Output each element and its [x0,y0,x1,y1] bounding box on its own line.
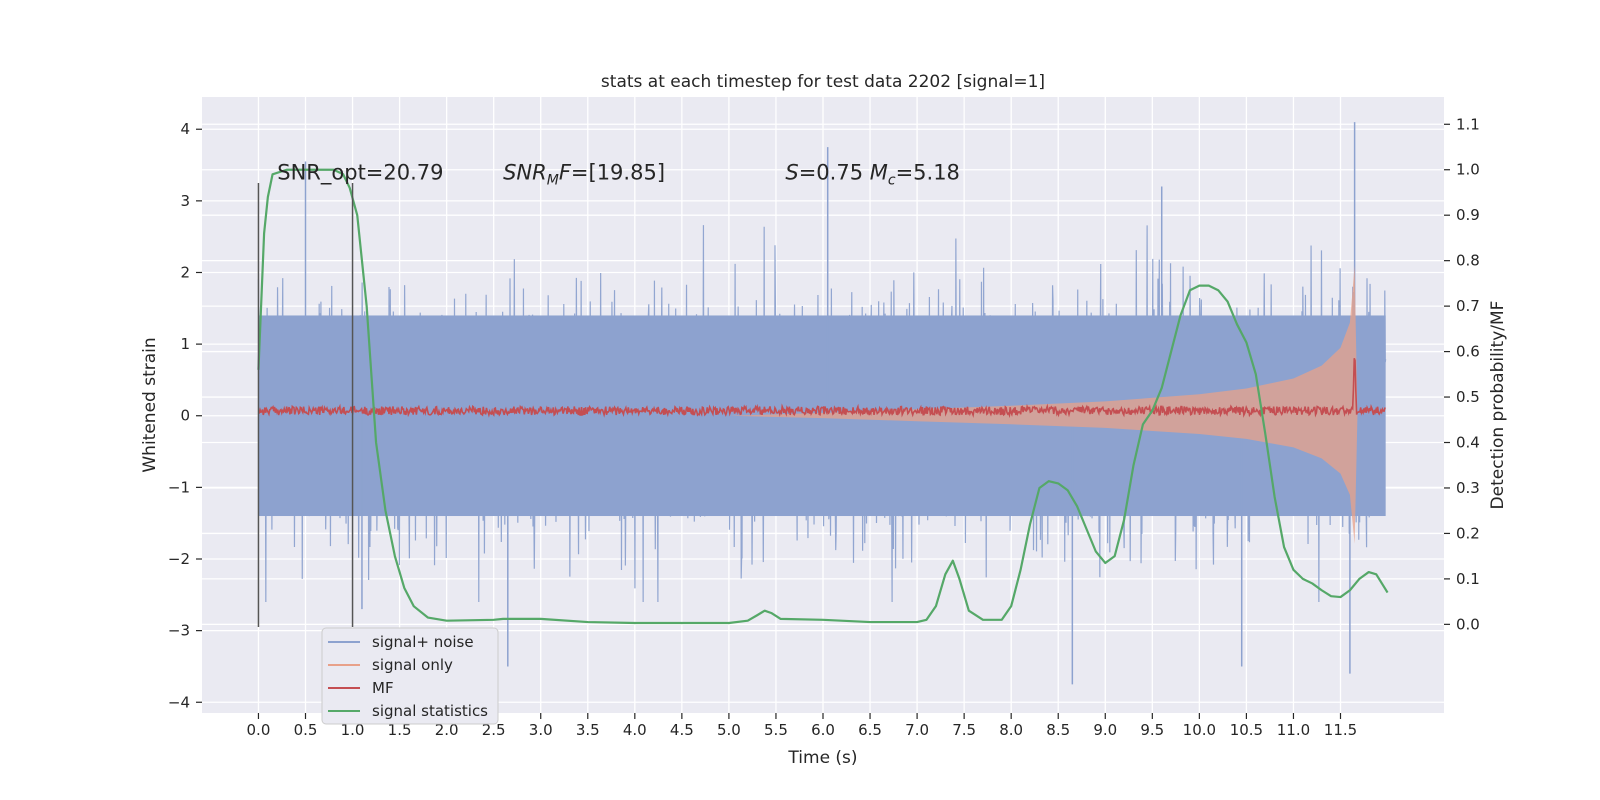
left-y-axis-ticks: 4 3 2 1 0 −1 −2 −3 −4 [168,120,202,711]
series-layer [257,122,1389,685]
legend-box [321,627,499,725]
annotation-text: SNR_opt=20.79 [277,160,443,185]
right-y-axis-label: Detection probability/MF [1488,301,1508,510]
x-tick-label: 6.5 [858,721,882,739]
x-tick-label: 10.0 [1183,721,1216,739]
legend-label: MF [372,679,394,697]
left-y-tick-label: 2 [180,263,190,281]
right-y-tick-label: 0.4 [1456,434,1480,452]
x-tick-label: 7.0 [905,721,929,739]
x-tick-label: 5.5 [764,721,788,739]
x-tick-label: 9.5 [1140,721,1164,739]
x-tick-label: 5.0 [717,721,741,739]
legend-label: signal+ noise [372,633,474,651]
legend-label: signal only [372,656,453,674]
right-y-tick-label: 0.5 [1456,388,1480,406]
legend-label: signal statistics [372,702,488,720]
signal-statistics-line [257,168,1389,625]
x-tick-label: 2.5 [482,721,506,739]
right-y-tick-label: 0.0 [1456,615,1480,633]
right-y-tick-label: 0.9 [1456,206,1480,224]
left-y-tick-label: 0 [180,407,190,425]
right-y-tick-label: 0.2 [1456,524,1480,542]
x-tick-label: 3.5 [576,721,600,739]
signal-only-envelope [728,265,1358,544]
left-y-tick-label: −2 [168,550,190,568]
annotation-text: S=0.75 Mc=5.18 [785,160,960,188]
annotations: SNR_opt=20.79 SNRMF=[19.85] S=0.75 Mc=5.18 [277,160,960,188]
right-y-tick-label: 0.6 [1456,343,1480,361]
x-tick-label: 8.0 [999,721,1023,739]
legend: signal+ noise signal only MF signal statist… [321,627,499,725]
right-y-tick-label: 0.3 [1456,479,1480,497]
left-y-tick-label: −4 [168,693,190,711]
right-y-tick-label: 0.8 [1456,252,1480,270]
right-y-tick-label: 0.7 [1456,297,1480,315]
right-y-tick-label: 1.0 [1456,161,1480,179]
x-tick-label: 3.0 [529,721,553,739]
x-tick-label: 2.0 [435,721,459,739]
x-tick-label: 6.0 [811,721,835,739]
x-tick-label: 11.0 [1277,721,1310,739]
x-tick-label: 4.0 [623,721,647,739]
annotation-text: SNRMF=[19.85] [503,160,665,188]
mf-series-line [258,358,1386,419]
x-tick-label: 9.0 [1093,721,1117,739]
left-y-tick-label: −3 [168,622,190,640]
x-axis-ticks: 0.0 0.5 1.0 1.5 2.0 2.5 3.0 3.5 4.0 4.5 5.0 5.5 6.0 6… [247,713,1357,739]
left-y-tick-label: 4 [180,120,190,138]
x-tick-label: 0.5 [294,721,318,739]
x-axis-label: Time (s) [787,748,857,768]
x-tick-label: 8.5 [1046,721,1070,739]
x-tick-label: 1.0 [341,721,365,739]
x-tick-label: 0.0 [247,721,271,739]
x-tick-label: 11.5 [1324,721,1357,739]
right-y-axis-ticks: 1.1 1.0 0.9 0.8 0.7 0.6 0.5 0.4 0.3 0.2 0.1 0.0 [1444,115,1480,633]
x-tick-label: 10.5 [1230,721,1263,739]
left-y-axis-label: Whitened strain [140,337,160,472]
chart-title: stats at each timestep for test data 220… [601,72,1045,92]
x-tick-label: 4.5 [670,721,694,739]
vertical-markers [257,182,354,628]
left-y-tick-label: 1 [180,335,190,353]
right-y-tick-label: 0.1 [1456,570,1480,588]
x-tick-label: 7.5 [952,721,976,739]
left-y-tick-label: 3 [180,192,190,210]
right-y-tick-label: 1.1 [1456,115,1480,133]
x-tick-label: 1.5 [388,721,412,739]
left-y-tick-label: −1 [168,478,190,496]
